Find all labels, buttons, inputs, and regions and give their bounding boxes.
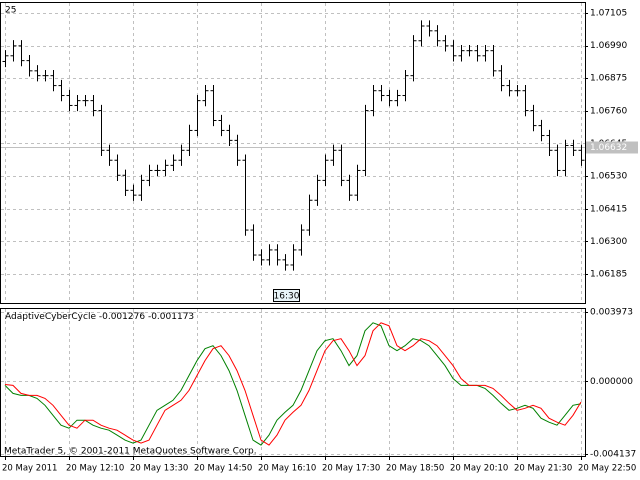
x-tick-label: 20 May 18:50 (386, 464, 444, 474)
indicator-value: -0.001276 (99, 312, 145, 322)
y-tick-label: 1.06875 (590, 74, 627, 84)
indicator-name: AdaptiveCyberCycle (5, 312, 96, 322)
layer: 1.071051.069901.068751.067601.066451.065… (1, 3, 638, 474)
y-tick-label: 1.06760 (590, 106, 627, 116)
annotation-box (273, 289, 300, 302)
indicator-line (4, 322, 582, 446)
indicator-value: -0.001173 (148, 312, 194, 322)
x-tick-label: 20 May 20:10 (450, 464, 508, 474)
y-tick-label: 1.06185 (590, 270, 627, 280)
y-tick-label: 1.06530 (590, 172, 627, 182)
corner-label: 25 (5, 6, 16, 16)
x-tick-label: 20 May 22:50 (578, 464, 636, 474)
x-tick-label: 20 May 14:50 (194, 464, 252, 474)
x-tick-label: 20 May 13:30 (130, 464, 188, 474)
y-tick-label: -0.004137 (590, 449, 636, 459)
indicator-line (4, 322, 582, 446)
indicator-panel (0, 308, 586, 457)
y-tick-label: 0.003973 (590, 307, 633, 317)
current-price-label: 1.06632 (590, 143, 627, 153)
y-tick-label: 1.06990 (590, 41, 627, 51)
copyright: MetaTrader 5, © 2001-2011 MetaQuotes Sof… (4, 447, 257, 457)
y-tick-label: 1.07105 (590, 8, 627, 18)
x-tick-label: 20 May 17:30 (322, 464, 380, 474)
y-tick-label: 0.000000 (590, 377, 633, 387)
indicator-title: AdaptiveCyberCycle -0.001276 -0.001173 (5, 312, 194, 322)
x-tick-label: 20 May 2011 (2, 464, 57, 474)
x-tick-label: 20 May 12:10 (66, 464, 124, 474)
current-price-box (586, 141, 638, 154)
x-tick-label: 20 May 16:10 (258, 464, 316, 474)
annotation: 16:30 (274, 292, 300, 302)
y-tick-label: 1.06415 (590, 204, 627, 214)
y-tick-label: 1.06300 (590, 237, 627, 247)
x-tick-label: 20 May 21:30 (514, 464, 572, 474)
